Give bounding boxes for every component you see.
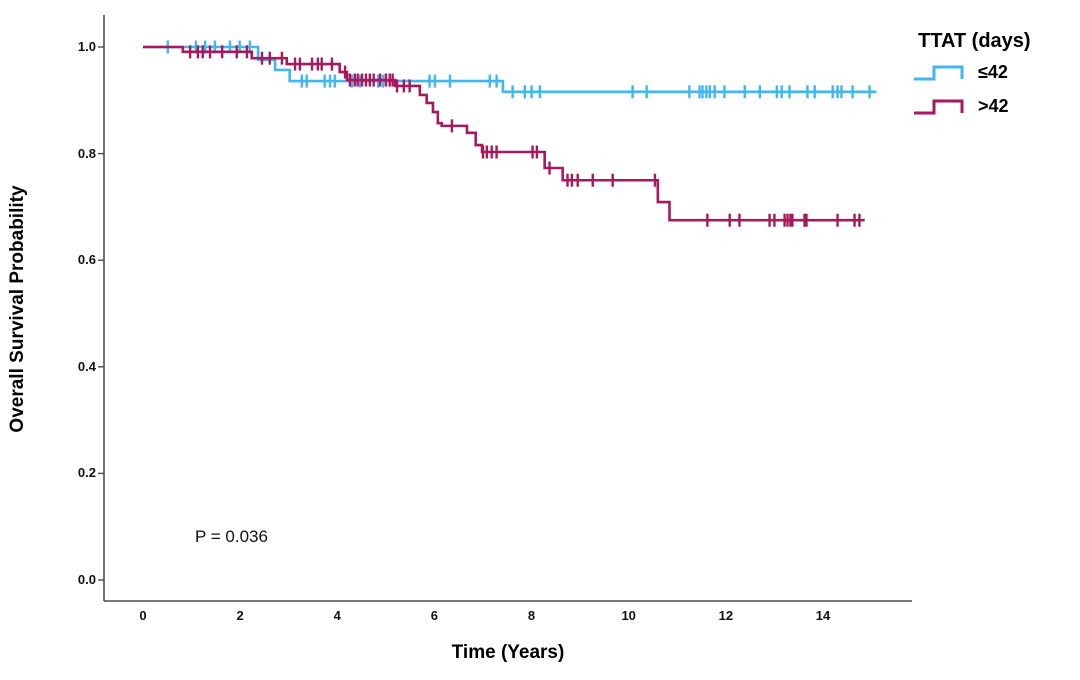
x-tick-label: 8 bbox=[527, 608, 536, 623]
legend-step-glyph bbox=[914, 99, 964, 115]
x-tick-label: 12 bbox=[718, 608, 734, 623]
legend-step-glyph bbox=[914, 65, 964, 81]
legend-entries: ≤42 >42 bbox=[912, 61, 1080, 117]
legend-entry-le42: ≤42 bbox=[912, 61, 1080, 83]
y-tick-label: 1.0 bbox=[77, 39, 96, 54]
legend-entry-gt42: >42 bbox=[912, 95, 1080, 117]
y-tick-label: 0.4 bbox=[77, 358, 96, 374]
legend-label: ≤42 bbox=[978, 61, 1008, 82]
survival-curve-gt42 bbox=[143, 45, 865, 222]
legend: TTAT (days) ≤42 >42 bbox=[912, 30, 1080, 129]
legend-label: >42 bbox=[978, 95, 1009, 116]
x-tick-label: 14 bbox=[815, 608, 831, 623]
y-tick-label: 0.6 bbox=[77, 252, 96, 268]
survival-curve-le42 bbox=[143, 45, 877, 94]
y-tick-label: 0.2 bbox=[77, 465, 96, 481]
legend-title: TTAT (days) bbox=[918, 30, 1031, 52]
y-axis-title: Overall Survival Probability bbox=[7, 185, 28, 433]
y-tick-label: 0.0 bbox=[77, 572, 96, 587]
x-tick-label: 10 bbox=[621, 608, 636, 623]
y-tick-label: 0.8 bbox=[77, 145, 96, 161]
x-tick-label: 4 bbox=[333, 608, 341, 623]
x-axis-title: Time (Years) bbox=[451, 642, 565, 663]
p-value-annotation: P = 0.036 bbox=[195, 527, 268, 546]
x-tick-label: 2 bbox=[236, 608, 244, 623]
x-tick-label: 6 bbox=[430, 608, 439, 623]
x-tick-label: 0 bbox=[139, 608, 147, 623]
